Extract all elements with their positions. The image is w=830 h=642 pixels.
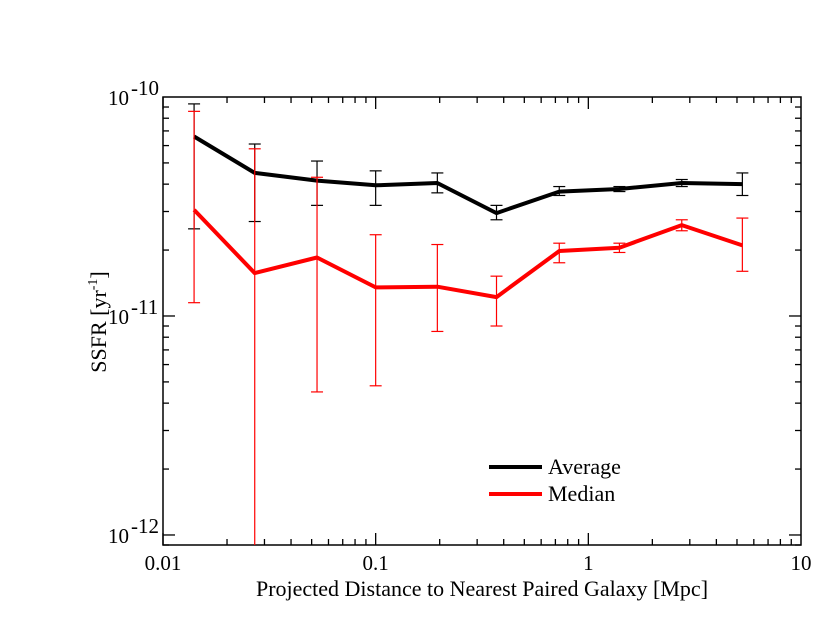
y-tick-label-exponent: -11 <box>131 295 158 319</box>
error-bars-average <box>188 103 749 230</box>
y-tick-label-exponent: -10 <box>131 76 159 100</box>
legend-label-median: Median <box>548 481 615 506</box>
x-axis: 0.01 0.1 1 10 <box>145 97 812 575</box>
y-axis-label-sup: -1 <box>86 279 101 291</box>
x-tick-label: 0.1 <box>363 551 389 575</box>
x-tick-label: 0.01 <box>145 551 182 575</box>
y-axis-label: SSFR [yr-1] <box>86 271 111 373</box>
series-line-average <box>193 134 743 216</box>
series-layer <box>188 103 749 545</box>
y-axis-label-close: ] <box>86 271 111 278</box>
x-tick-label: 10 <box>791 551 812 575</box>
legend-label-average: Average <box>548 454 621 479</box>
y-tick-label-exponent: -12 <box>131 514 159 538</box>
y-axis-label-group: SSFR [yr-1] <box>86 271 111 373</box>
y-tick-label: 10 <box>108 86 129 110</box>
legend: Average Median <box>489 454 621 506</box>
series-line-median <box>192 208 744 300</box>
y-axis-label-text: SSFR [yr <box>86 290 111 373</box>
x-axis-label: Projected Distance to Nearest Paired Gal… <box>256 576 708 601</box>
y-tick-label: 10 <box>108 305 129 329</box>
plot-frame <box>162 96 802 546</box>
y-tick-label: 10 <box>108 524 129 548</box>
x-tick-label: 1 <box>583 551 594 575</box>
